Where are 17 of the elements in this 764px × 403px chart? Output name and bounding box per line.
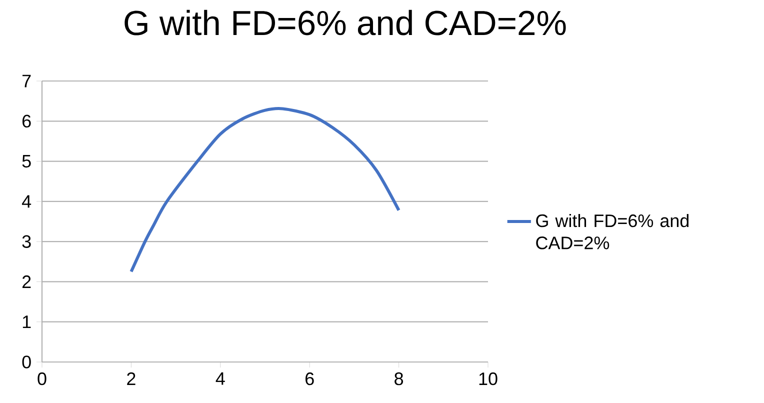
y-tick-label: 5 xyxy=(22,155,31,168)
x-tick-label: 8 xyxy=(394,372,404,386)
x-tick-label: 0 xyxy=(38,372,46,386)
y-tick-label: 0 xyxy=(22,356,31,368)
y-tick-label: 4 xyxy=(22,195,32,208)
y-tick-label: 2 xyxy=(22,275,31,288)
y-tick-label: 3 xyxy=(22,235,31,248)
y-tick-label: 1 xyxy=(22,316,31,328)
x-tick-label: 6 xyxy=(306,372,314,386)
x-tick-label: 10 xyxy=(479,372,498,386)
x-tick-label: 2 xyxy=(127,372,136,385)
legend-label: G with FD=6% and CAD=2% xyxy=(536,214,689,250)
y-tick-label: 7 xyxy=(22,74,31,88)
y-tick-label: 6 xyxy=(22,114,31,128)
line-series xyxy=(130,106,400,274)
chart-title: G with FD=6% and CAD=2% xyxy=(124,10,566,36)
x-tick-label: 4 xyxy=(216,372,225,385)
